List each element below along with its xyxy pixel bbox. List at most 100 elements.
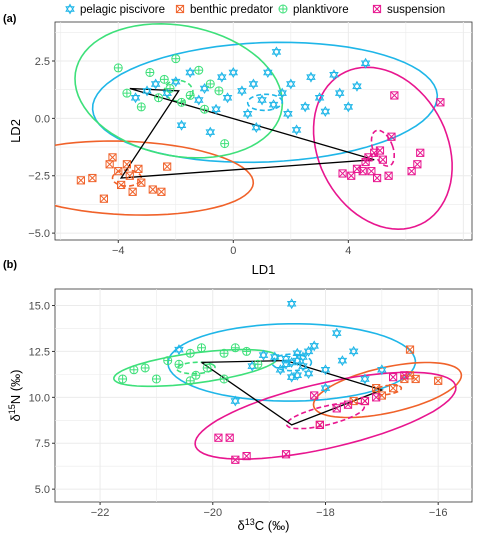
x-axis-title: LD1 [252,262,276,277]
point-benthic-predator [411,374,420,384]
ellipse-pelagic-piscivore [91,41,439,164]
y-tick-label: 0.0 [35,113,50,125]
point-planktivore [122,88,132,98]
point-suspension [231,455,240,464]
series-suspension [214,371,409,464]
mean-ellipse-benthic-predator [372,384,403,396]
point-pelagic-piscivore [199,83,210,95]
point-planktivore [200,104,210,114]
x-tick-label: −18 [316,507,335,519]
y-tick-label: 15.0 [29,301,50,313]
point-planktivore [194,65,204,75]
point-pelagic-piscivore [298,360,308,372]
data-layer [55,22,453,231]
point-suspension [214,433,223,442]
legend: pelagic piscivore benthic predator plankti… [65,3,445,16]
point-pelagic-piscivore [237,85,247,97]
x-tick-label: −4 [112,245,125,257]
point-pelagic-piscivore [314,92,325,104]
gridlines [55,289,472,502]
y-tick-label: 5.0 [35,484,50,496]
point-suspension [436,98,445,107]
point-pelagic-piscivore [251,122,262,134]
point-planktivore [242,346,252,356]
point-planktivore [219,348,229,358]
legend-item-suspension: suspension [372,4,445,16]
point-pelagic-piscivore [275,364,286,376]
point-benthic-predator [99,194,108,203]
point-pelagic-piscivore [292,355,303,367]
point-pelagic-piscivore [257,94,267,106]
point-benthic-predator [117,180,126,190]
plot-area [54,288,473,503]
series-benthic-predator [76,153,172,203]
point-pelagic-piscivore [194,94,204,106]
point-planktivore [230,343,240,353]
point-benthic-predator [389,384,398,393]
legend-marker-suspension [372,4,382,14]
point-suspension [367,167,376,176]
point-suspension [400,371,409,380]
point-pelagic-piscivore [320,364,331,376]
point-planktivore [151,374,161,384]
point-pelagic-piscivore [348,345,359,357]
point-pelagic-piscivore [334,87,345,99]
panel-b: −22 −20 −18 −16 5.0 7.5 10.0 12.5 15.0 (b) δ13C (‰… [3,259,473,533]
series-suspension [338,91,445,183]
x-axis-title: δ13C (‰) [238,517,290,533]
point-benthic-predator [163,162,172,171]
point-planktivore [219,374,229,384]
point-pelagic-piscivore [337,355,348,367]
point-suspension [315,420,324,429]
legend-item-planktivore: planktivore [278,4,349,16]
point-suspension [372,393,381,402]
series-pelagic-piscivore [130,46,371,138]
legend-item-pelagic-piscivore: pelagic piscivore [65,3,165,16]
panel-label: (b) [3,259,17,271]
point-suspension [407,167,416,176]
point-planktivore [140,363,150,373]
point-suspension [416,148,425,157]
point-pelagic-piscivore [283,108,293,120]
legend-marker-planktivore [278,4,288,14]
panel-a: −4 0 4 −5.0 −2.5 0.0 2.5 (a) LD1 LD2 [3,13,473,277]
ellipse-benthic-predator [55,140,255,216]
point-suspension [361,157,370,167]
point-pelagic-piscivore [258,349,269,361]
y-tick-label: 12.5 [29,346,50,358]
legend-label: suspension [387,4,445,16]
mean-ellipse-suspension [370,129,396,167]
point-suspension [338,169,347,178]
x-tick-label: −16 [429,507,448,519]
point-suspension [242,451,251,461]
point-pelagic-piscivore [360,57,371,69]
point-suspension [378,155,387,164]
point-pelagic-piscivore [150,78,161,90]
point-pelagic-piscivore [281,358,291,370]
point-pelagic-piscivore [286,78,296,90]
point-suspension [413,160,422,169]
point-pelagic-piscivore [228,66,239,78]
x-tick-label: 4 [345,245,351,257]
point-pelagic-piscivore [303,367,314,379]
point-planktivore [163,356,173,366]
point-benthic-predator [108,153,117,162]
point-planktivore [185,348,195,358]
point-pelagic-piscivore [300,101,310,113]
x-tick-label: 0 [230,245,236,257]
point-pelagic-piscivore [211,103,221,115]
y-tick-label: −5.0 [28,228,50,240]
point-planktivore [191,370,201,380]
mean-ellipse-planktivore [175,361,216,375]
point-planktivore [174,359,184,369]
point-pelagic-piscivore [286,356,297,368]
point-benthic-predator [405,345,415,354]
mean-ellipse-benthic-predator [111,169,143,187]
point-planktivore [202,363,212,373]
point-suspension [390,91,399,100]
point-benthic-predator [372,384,381,393]
x-tick-label: −22 [91,507,110,519]
point-suspension [332,404,341,413]
y-axis-title: δ15N (‰) [7,370,23,422]
point-planktivore [253,359,263,369]
